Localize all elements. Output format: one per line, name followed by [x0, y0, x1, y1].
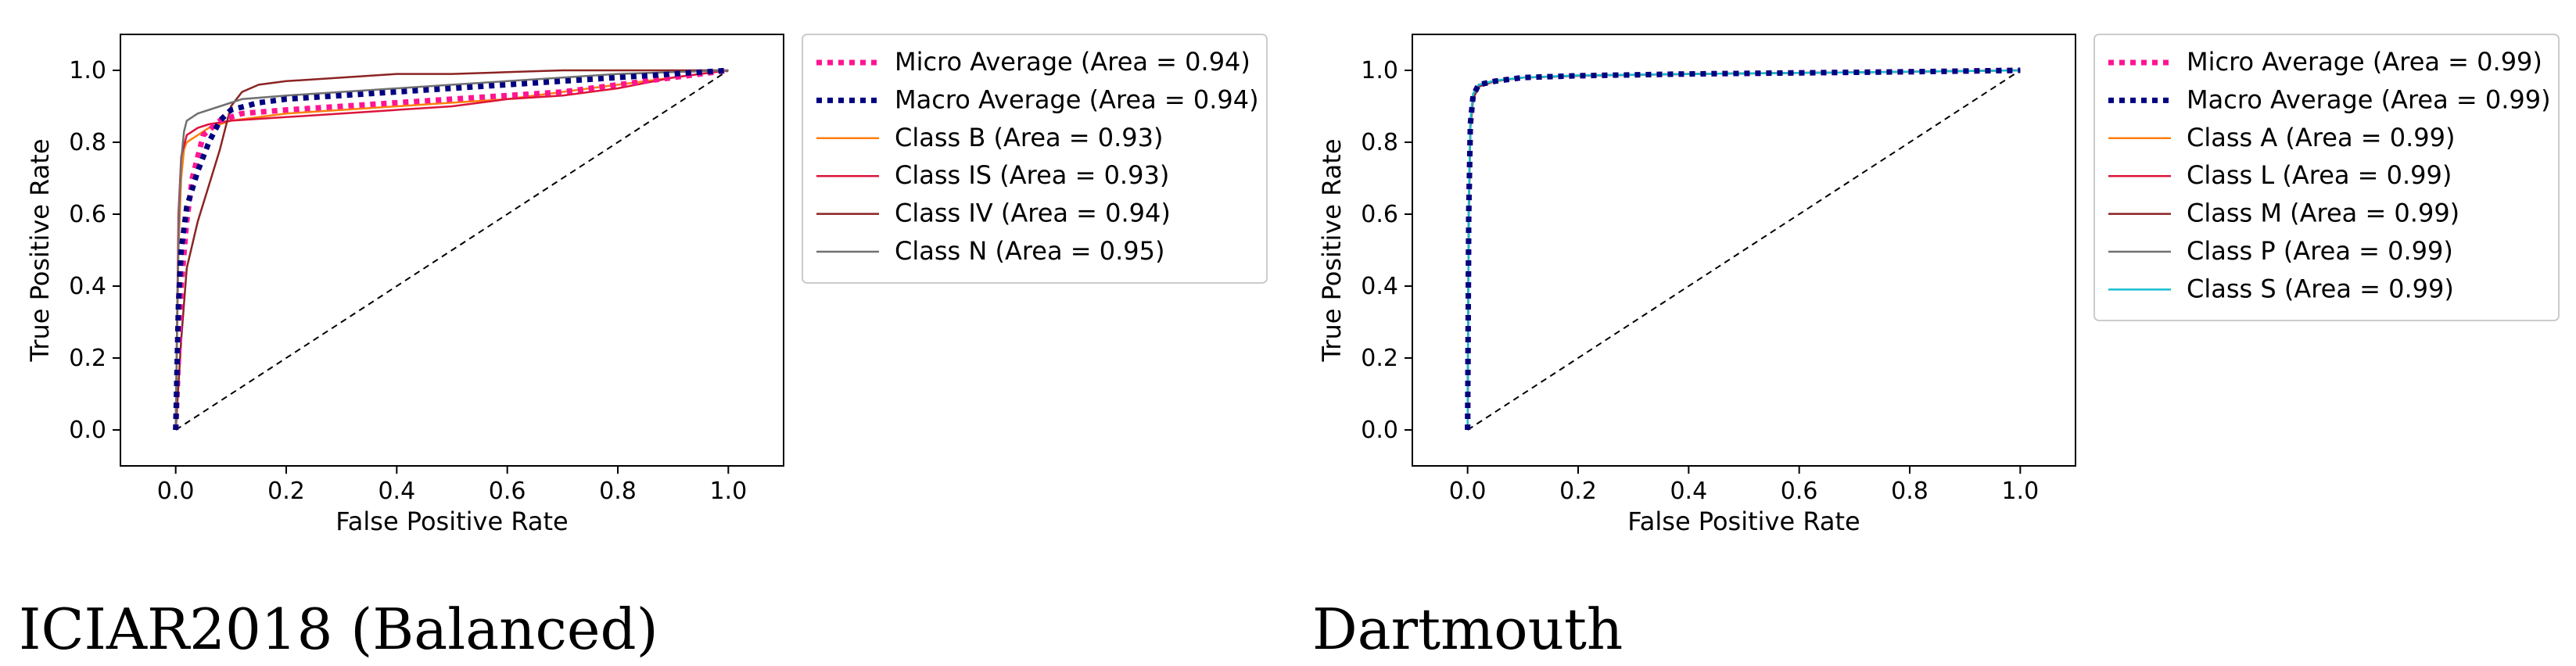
y-tick-label: 1.0 — [1361, 57, 1398, 84]
legend-entry: Class IS (Area = 0.93) — [895, 160, 1169, 190]
legend-entry: Class N (Area = 0.95) — [895, 236, 1164, 266]
x-tick-label: 0.8 — [1891, 478, 1928, 505]
y-tick-label: 1.0 — [69, 57, 106, 84]
legend-box — [2093, 34, 2560, 321]
legend-entry: Class L (Area = 0.99) — [2187, 160, 2452, 190]
chance-diagonal-line — [175, 70, 729, 431]
legend: Micro Average (Area = 0.99) Macro Average… — [2093, 34, 2560, 321]
x-axis-label: False Positive Rate — [335, 507, 568, 536]
x-tick-label: 0.4 — [1670, 478, 1707, 505]
y-tick-label: 0.0 — [1361, 417, 1398, 444]
roc-curve-macro-average — [173, 67, 729, 431]
roc-curve-class-iv — [174, 69, 729, 431]
y-tick-label: 0.4 — [1361, 273, 1398, 300]
y-tick-label: 0.0 — [69, 417, 106, 444]
x-tick-label: 0.2 — [267, 478, 305, 505]
y-axis-label: True Positive Rate — [1317, 138, 1347, 362]
y-tick-label: 0.6 — [1361, 201, 1398, 228]
legend-entry: Class IV (Area = 0.94) — [895, 199, 1171, 228]
chart-caption: Dartmouth — [1312, 596, 1623, 662]
roc-chart-iciar2018: 0.0 0.2 0.4 0.6 0.8 1.0 0.0 0.2 0.4 0.6 0.8 1.0 Fals… — [19, 34, 1268, 662]
roc-curve-class-is — [174, 69, 729, 431]
y-tick-label: 0.6 — [69, 201, 106, 228]
legend-entry: Macro Average (Area = 0.94) — [895, 84, 1259, 114]
y-tick-label: 0.2 — [1361, 345, 1398, 372]
legend-entry: Class S (Area = 0.99) — [2187, 274, 2454, 303]
legend-box — [802, 34, 1268, 284]
x-tick-label: 0.6 — [489, 478, 526, 505]
y-tick-label: 0.8 — [1361, 129, 1398, 156]
x-tick-label: 1.0 — [709, 478, 747, 505]
legend-entry: Class M (Area = 0.99) — [2187, 199, 2459, 228]
x-tick-label: 0.0 — [157, 478, 195, 505]
legend: Micro Average (Area = 0.94) Macro Average… — [802, 34, 1268, 284]
chart-caption: ICIAR2018 (Balanced) — [19, 596, 658, 662]
legend-entry: Micro Average (Area = 0.99) — [2187, 47, 2542, 77]
y-tick-label: 0.2 — [69, 345, 106, 372]
roc-curve-class-n — [174, 69, 729, 431]
roc-curve-micro-average — [173, 67, 729, 431]
y-tick-label: 0.8 — [69, 129, 106, 156]
legend-entry: Macro Average (Area = 0.99) — [2187, 84, 2551, 114]
y-axis-label: True Positive Rate — [25, 138, 55, 362]
x-tick-label: 1.0 — [2001, 478, 2039, 505]
y-tick-label: 0.4 — [69, 273, 106, 300]
legend-entry: Class B (Area = 0.93) — [895, 123, 1164, 152]
legend-entry: Class P (Area = 0.99) — [2187, 236, 2453, 266]
x-tick-label: 0.6 — [1781, 478, 1818, 505]
x-tick-label: 0.4 — [378, 478, 415, 505]
x-axis-label: False Positive Rate — [1627, 507, 1860, 536]
legend-entry: Micro Average (Area = 0.94) — [895, 47, 1250, 77]
x-tick-label: 0.2 — [1559, 478, 1597, 505]
legend-entry: Class A (Area = 0.99) — [2187, 123, 2455, 152]
x-tick-label: 0.0 — [1449, 478, 1487, 505]
chance-diagonal-line — [1467, 70, 2021, 431]
roc-curve-class-s — [1466, 69, 2021, 431]
roc-chart-dartmouth: 0.0 0.2 0.4 0.6 0.8 1.0 0.0 0.2 0.4 0.6 0.8 1.0 Fals… — [1312, 34, 2560, 662]
x-tick-label: 0.8 — [599, 478, 637, 505]
